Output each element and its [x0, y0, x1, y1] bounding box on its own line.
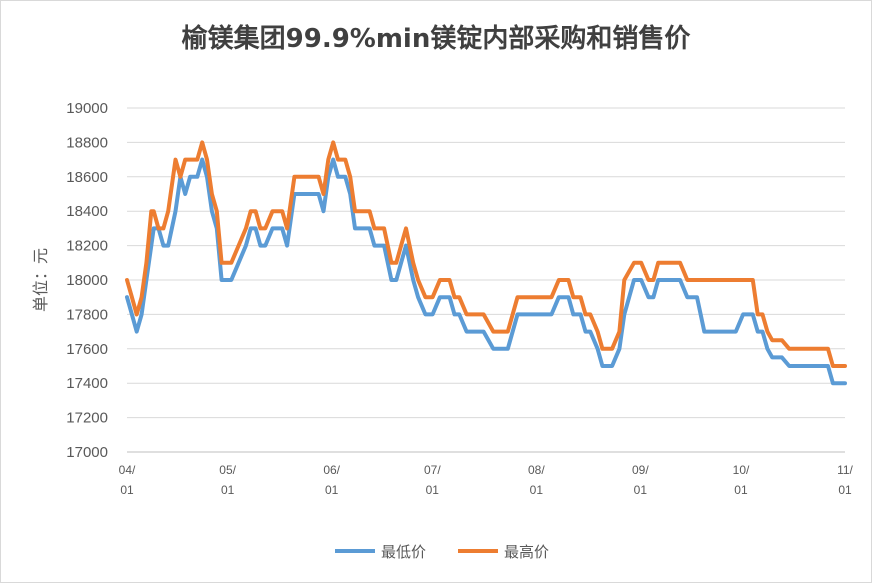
x-tick-label: 01	[325, 483, 339, 497]
x-tick-label: 01	[838, 483, 852, 497]
x-tick-label: 05/	[219, 463, 236, 477]
x-tick-label: 06/	[323, 463, 340, 477]
x-tick-label: 01	[120, 483, 134, 497]
series-line	[125, 140, 847, 368]
y-tick-label: 17800	[66, 306, 108, 323]
y-tick-label: 18600	[66, 169, 108, 186]
series-line	[125, 157, 847, 386]
x-tick-label: 01	[221, 483, 235, 497]
gridlines	[127, 107, 845, 419]
y-tick-label: 17600	[66, 341, 108, 358]
y-tick-label: 18400	[66, 203, 108, 220]
legend-label: 最低价	[381, 543, 426, 561]
legend-label: 最高价	[504, 543, 549, 561]
y-tick-label: 18800	[66, 134, 108, 151]
y-tick-label: 18200	[66, 238, 108, 255]
y-tick-label: 19000	[66, 100, 108, 117]
series-lines	[125, 140, 847, 386]
x-tick-label: 01	[530, 483, 544, 497]
x-tick-label: 04/	[119, 463, 136, 477]
y-axis-ticks: 17000 17200 17400 17600 17800 18000 18200 18400…	[66, 100, 108, 461]
y-tick-label: 17000	[66, 444, 108, 461]
y-tick-label: 17400	[66, 375, 108, 392]
x-tick-label: 10/	[733, 463, 750, 477]
chart-title: 榆镁集团99.9%min镁锭内部采购和销售价	[181, 24, 691, 54]
x-tick-label: 01	[634, 483, 648, 497]
x-tick-label: 09/	[632, 463, 649, 477]
x-tick-label: 11/	[837, 463, 853, 477]
x-tick-label: 08/	[528, 463, 545, 477]
y-tick-label: 17200	[66, 410, 108, 427]
x-tick-label: 01	[734, 483, 748, 497]
x-tick-label: 07/	[424, 463, 441, 477]
y-tick-label: 18000	[66, 272, 108, 289]
x-tick-label: 01	[426, 483, 440, 497]
y-axis-label: 单位：元	[31, 248, 50, 312]
x-axis-ticks: 04/01 05/01 06/01 07/01 08/01 09/01 10/01 11/01	[119, 463, 854, 497]
legend: 最低价 最高价	[335, 543, 549, 561]
